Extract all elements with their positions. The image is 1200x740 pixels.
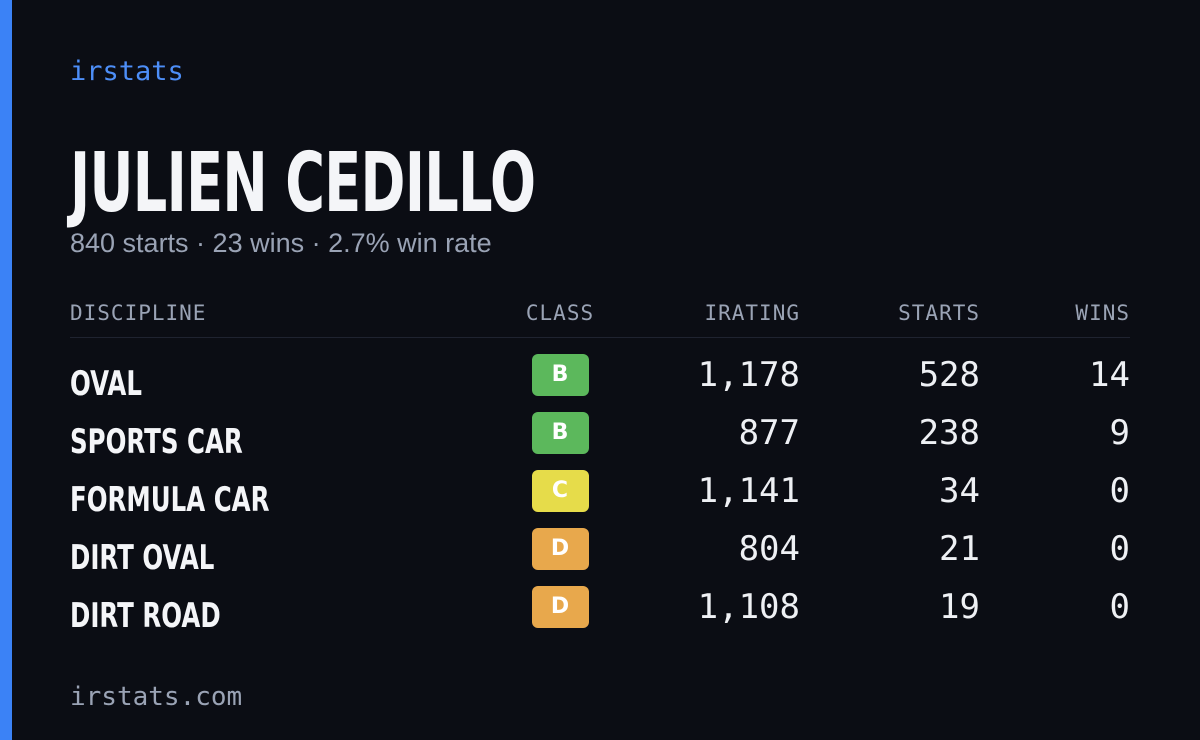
irating: 1,178 [697, 355, 800, 395]
accent-bar [0, 0, 12, 740]
wins: 0 [1109, 471, 1130, 511]
wins: 0 [1109, 587, 1130, 627]
wins: 0 [1109, 529, 1130, 569]
column-header: DISCIPLINE [70, 301, 207, 325]
divider [70, 337, 1130, 338]
column-header: IRATING [704, 301, 800, 325]
class-badge: B [531, 354, 589, 396]
driver-summary: 840 starts · 23 wins · 2.7% win rate [70, 228, 492, 258]
starts: 528 [918, 355, 980, 395]
starts: 34 [939, 471, 980, 511]
discipline: FORMULA CAR [70, 480, 270, 520]
starts: 19 [939, 587, 980, 627]
class-badge: D [531, 586, 589, 628]
column-header: CLASS [525, 301, 595, 325]
irating: 804 [738, 529, 800, 569]
irating: 1,141 [697, 471, 800, 511]
wins: 9 [1109, 413, 1130, 453]
class-badge: C [531, 470, 589, 512]
driver-name: JULIEN CEDILLO [70, 136, 536, 231]
discipline: SPORTS CAR [70, 422, 243, 462]
footer-link: irstats.com [70, 682, 243, 712]
wins: 14 [1089, 355, 1130, 395]
column-header: WINS [1075, 301, 1130, 325]
column-header: STARTS [898, 301, 980, 325]
discipline: DIRT OVAL [70, 538, 215, 578]
discipline: OVAL [70, 364, 142, 404]
irating: 877 [738, 413, 800, 453]
starts: 21 [939, 529, 980, 569]
class-badge: B [531, 412, 589, 454]
class-badge: D [531, 528, 589, 570]
starts: 238 [918, 413, 980, 453]
brand: irstats [70, 56, 184, 87]
irating: 1,108 [697, 587, 800, 627]
discipline: DIRT ROAD [70, 596, 221, 636]
